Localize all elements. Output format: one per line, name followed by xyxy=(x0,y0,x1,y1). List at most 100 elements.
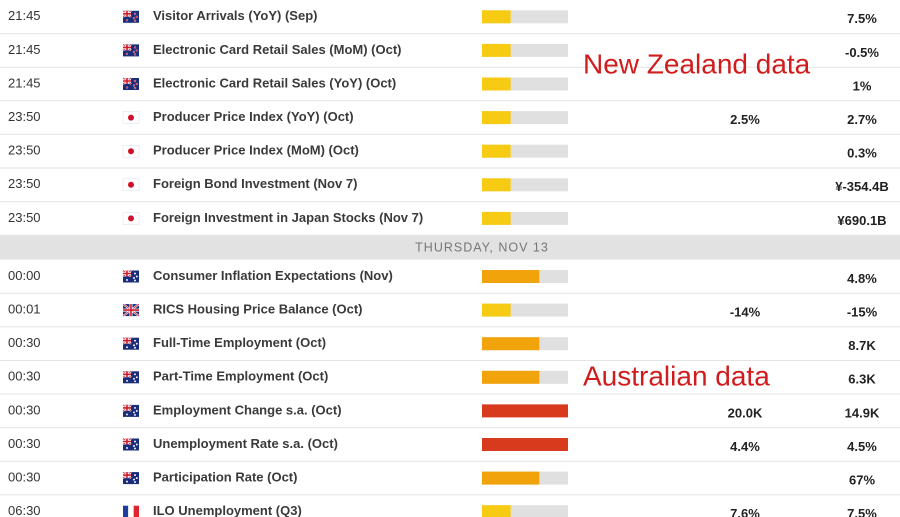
flag-cross-red xyxy=(123,44,131,51)
previous: 7.5% xyxy=(847,506,877,517)
flag-cross-red xyxy=(123,337,131,344)
event-time: 00:01 xyxy=(8,302,41,317)
flag xyxy=(122,269,139,283)
flag xyxy=(122,437,139,451)
impact-bar xyxy=(482,178,511,192)
flag-star xyxy=(134,440,136,443)
flag-star xyxy=(135,443,138,446)
flag-cross-red xyxy=(123,438,131,445)
flag xyxy=(122,77,139,90)
flag xyxy=(122,471,139,485)
flag-star xyxy=(134,346,136,349)
flag-cross-red xyxy=(123,371,131,378)
flag-star xyxy=(134,272,136,275)
event-time: 23:50 xyxy=(8,176,41,191)
previous: 1% xyxy=(853,78,872,93)
forecast: -14% xyxy=(730,305,761,320)
flag-star xyxy=(135,82,138,86)
flag-cross-red xyxy=(123,472,131,479)
event-time: 06:30 xyxy=(8,503,41,517)
flag xyxy=(122,178,140,192)
impact-bar xyxy=(482,270,540,283)
previous: 0.3% xyxy=(847,146,877,161)
event-time: 21:45 xyxy=(8,8,41,23)
impact-bar xyxy=(482,370,540,384)
flag-star xyxy=(135,376,138,379)
flag-star xyxy=(126,279,128,281)
previous: 67% xyxy=(849,473,875,488)
event-time: 21:45 xyxy=(8,75,41,90)
flag xyxy=(122,303,140,317)
flag-star xyxy=(133,86,137,90)
forecast: 4.4% xyxy=(730,439,760,454)
event-name: Participation Rate (Oct) xyxy=(153,470,297,485)
flag-star xyxy=(132,50,136,54)
event-name: Part-Time Employment (Oct) xyxy=(153,369,328,384)
flag-blue xyxy=(123,505,129,517)
event-name: ILO Unemployment (Q3) xyxy=(153,503,302,517)
flag-star xyxy=(126,379,128,382)
event-name: Foreign Investment in Japan Stocks (Nov … xyxy=(153,210,423,225)
impact-bar xyxy=(482,211,511,225)
event-name: Foreign Bond Investment (Nov 7) xyxy=(153,176,357,191)
flag-star xyxy=(134,339,136,342)
flag-cross-red xyxy=(123,78,131,84)
flag-star xyxy=(132,84,136,87)
flag-star xyxy=(133,19,137,22)
flag-star xyxy=(133,478,135,481)
impact-bar xyxy=(482,505,511,517)
impact-bar xyxy=(482,43,511,57)
event-name: Visitor Arrivals (YoY) (Sep) xyxy=(153,8,317,23)
flag-star xyxy=(134,373,136,376)
event-time: 00:30 xyxy=(8,470,41,485)
flag-star xyxy=(132,17,136,20)
flag-star xyxy=(135,342,138,345)
flag-cross-red xyxy=(123,304,139,317)
impact-track xyxy=(482,505,568,517)
flag-disc xyxy=(128,148,134,155)
annotation: Australian data xyxy=(583,360,770,391)
flag xyxy=(122,404,139,417)
flag-star xyxy=(125,86,129,89)
event-name: Employment Change s.a. (Oct) xyxy=(153,402,342,417)
flag-cross-red xyxy=(123,270,131,277)
event-name: Producer Price Index (YoY) (Oct) xyxy=(153,109,354,124)
event-time: 00:30 xyxy=(8,436,41,451)
impact-bar xyxy=(482,471,540,485)
previous: 7.5% xyxy=(847,11,877,26)
flag-cross-red xyxy=(123,10,131,17)
flag xyxy=(122,10,139,23)
impact-bar xyxy=(482,438,568,451)
flag-star xyxy=(135,275,138,278)
forecast: 20.0K xyxy=(728,405,763,420)
flag-white xyxy=(128,505,134,517)
flag xyxy=(122,144,140,158)
previous: 6.3K xyxy=(848,372,876,387)
flag xyxy=(122,43,139,57)
flag-disc xyxy=(128,181,134,188)
previous: 2.7% xyxy=(847,112,877,127)
flag-star xyxy=(135,477,138,480)
event-time: 21:45 xyxy=(8,42,41,57)
event-time: 23:50 xyxy=(8,109,41,124)
flag-red xyxy=(133,505,139,517)
flag-star xyxy=(126,346,128,349)
flag-star xyxy=(125,52,129,56)
event-time: 23:50 xyxy=(8,143,41,158)
flag-star xyxy=(133,53,137,56)
flag-star xyxy=(125,19,129,22)
day-header-bg xyxy=(0,235,900,260)
flag-star xyxy=(135,15,138,18)
annotation: New Zealand data xyxy=(583,48,811,79)
event-time: 00:30 xyxy=(8,335,41,350)
previous: -15% xyxy=(847,305,878,320)
event-name: RICS Housing Price Balance (Oct) xyxy=(153,302,363,317)
previous: 14.9K xyxy=(845,405,880,420)
flag-star xyxy=(133,445,135,447)
flag xyxy=(122,336,139,350)
impact-bar xyxy=(482,77,511,91)
impact-bar xyxy=(482,303,511,317)
forecast: 2.5% xyxy=(730,112,760,127)
